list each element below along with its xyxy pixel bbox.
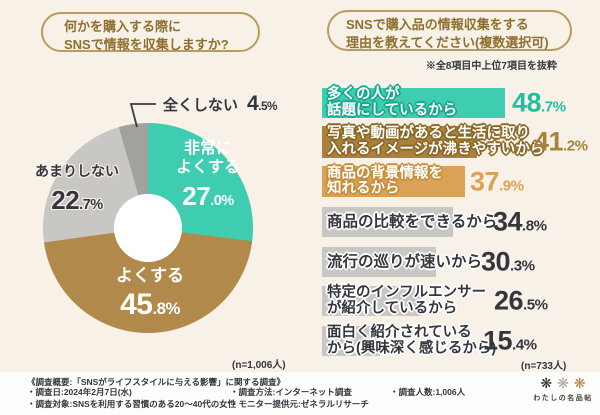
brand-logo: ❋❋❋ わたしの名品帖 [529,375,597,403]
excerpt-note: ※全8項目中上位7項目を抜粋 [425,61,557,72]
flower-icon-2: ❋ [557,375,574,391]
right-question-line2: 理由を教えてください(複数選択可) [346,35,549,51]
donut-value-very-often: 27.0% [182,181,234,211]
bar-fill [322,247,436,277]
left-question-line2: SNSで情報を収集しますか? [64,37,229,53]
footer: 《調査概要:「SNSがライフスタイルに与える影響」に関する調査》 ・調査日:20… [0,372,600,415]
bar-label: 商品の背景情報を 知れるから [327,165,443,197]
bar-row: 写真や動画があると生活に取り 入れるイメージが沸きやすいから 41.2% [322,126,600,158]
bar-value: 26.5% [494,285,548,316]
right-question-bubble: SNSで購入品の情報収集をする 理由を教えてください(複数選択可) [327,10,572,51]
survey-respondents: ・調査人数:1,006人 [390,387,466,397]
donut-segment-name-very-often-line1: 非常に [183,140,232,157]
footer-column-1: ・調査日:2024年2月7日(水) ・調査対象:SNSを利用する習慣のある20〜… [27,387,236,410]
bar-fill [322,207,453,237]
bar-value: 15.4% [483,325,537,356]
donut-segment-name-rarely: あまりしない [35,163,119,179]
bar-fill [322,166,465,197]
right-sample-size: (n=733人) [521,361,567,372]
bar-row: 特定のインフルエンサー が紹介しているから 26.5% [322,284,600,316]
bar-value: 48.7% [512,87,566,118]
donut-value-often: 45.8% [120,288,180,321]
bar-row: 多くの人が 話題にしているから 48.7% [322,86,600,118]
bar-row: 流行の巡りが速いから 30.3% [322,247,600,277]
survey-target: ・調査対象:SNSを利用する習慣のある20〜40代の女性 [27,398,237,409]
survey-date: ・調査日:2024年2月7日(水) [27,387,132,397]
bar-value: 37.9% [470,166,524,196]
bar-label: 流行の巡りが速いから [327,253,483,271]
left-sample-size: (n=1,006人) [232,360,286,371]
bar-fill [322,326,380,356]
bar-chart: 多くの人が 話題にしているから 48.7% 写真や動画があると生活に取り 入れるイメージ… [322,0,600,372]
donut-segment-name-never: 全くしない [163,97,239,114]
flower-icon-1: ❋ [540,375,558,391]
bar-label: 面白く紹介されている から(興味深く感じるから) [327,324,497,356]
donut-value-never: 4.5% [247,92,277,115]
donut-hole [114,194,182,262]
donut-value-rarely: 22.7% [51,185,103,215]
donut-label-often: よくする 45.8% [100,266,200,322]
bar-fill [322,286,422,316]
bar-fill [322,126,477,158]
bar-fill [322,88,506,118]
bar-value: 34.8% [493,206,547,237]
donut-label-never: 全くしない 4.5% [163,92,277,116]
bar-row: 商品の背景情報を 知れるから 37.9% [322,165,600,197]
donut-label-rarely: あまりしない 22.7% [18,161,136,216]
bar-label: 多くの人が 話題にしているから [327,86,458,118]
donut-chart [43,123,253,333]
footer-column-2: ・調査方法:インターネット調査 ・モニター提供元:ゼネラルリサーチ [230,387,369,410]
bar-row: 面白く紹介されている から(興味深く感じるから) 15.4% [322,324,600,356]
survey-overview-heading: 《調査概要:「SNSがライフスタイルに与える影響」に関する調査》 [27,377,286,387]
donut-label-very-often: 非常に よくする 27.0% [158,139,258,212]
survey-method: ・調査方法:インターネット調査 [230,387,352,397]
left-question-line1: 何かを購入する際に [64,19,182,34]
footer-column-3: ・調査人数:1,006人 [390,387,465,399]
bar-value: 41.2% [534,126,588,157]
bar-label: 商品の比較をできるから [327,213,498,231]
survey-monitor-provider: ・モニター提供元:ゼネラルリサーチ [230,398,369,409]
donut-segment-name-very-often-line2: よくする [175,159,240,176]
right-question-line1: SNSで購入品の情報収集をする [346,17,529,32]
callout-line [129,103,156,128]
flower-icon-3: ❋ [573,375,591,391]
donut-segment-name-often: よくする [116,266,184,285]
left-question-bubble: 何かを購入する際に SNSで情報を収集しますか? [41,12,260,52]
bar-row: 商品の比較をできるから 34.8% [322,207,600,237]
bar-label: 特定のインフルエンサー が紹介しているから [327,284,487,316]
brand-logo-text: わたしの名品帖 [533,395,593,402]
bar-label: 写真や動画があると生活に取り 入れるイメージが沸きやすいから [327,125,545,157]
bar-value: 30.3% [481,246,535,277]
